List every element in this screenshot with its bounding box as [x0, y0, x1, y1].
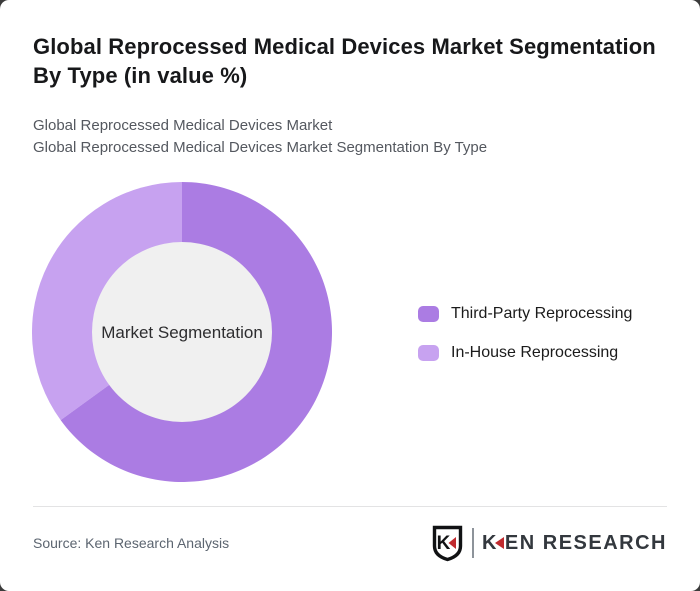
donut-center-label: Market Segmentation: [101, 323, 263, 342]
subtitle-line-1: Global Reprocessed Medical Devices Marke…: [33, 117, 333, 134]
footer-divider: [33, 506, 667, 507]
legend-item-third-party: Third-Party Reprocessing: [418, 305, 632, 323]
donut-chart: Market Segmentation: [32, 182, 332, 482]
header: Global Reprocessed Medical Devices Marke…: [33, 32, 667, 159]
source-text: Source: Ken Research Analysis: [33, 535, 230, 551]
legend-item-in-house: In-House Reprocessing: [418, 344, 632, 362]
legend-label-in-house: In-House Reprocessing: [451, 344, 619, 361]
brand-red-triangle-icon: [494, 537, 504, 549]
ken-research-logo: K K EN RESEARCH: [431, 525, 667, 562]
emblem-red-triangle-icon: [448, 536, 456, 549]
emblem-letter: K: [437, 533, 451, 554]
footer: Source: Ken Research Analysis K K EN RESE…: [33, 522, 667, 564]
subtitle-block: Global Reprocessed Medical Devices Marke…: [33, 115, 667, 159]
subtitle-line-2: Global Reprocessed Medical Devices Marke…: [33, 139, 488, 156]
legend-label-third-party: Third-Party Reprocessing: [451, 305, 633, 322]
brand-first-letter: K: [481, 531, 498, 554]
legend-swatch-in-house: [418, 345, 439, 361]
legend-swatch-third-party: [418, 306, 439, 322]
logo-divider-bar: [471, 528, 474, 558]
donut-chart-svg: Market Segmentation: [32, 182, 332, 482]
brand-rest: EN RESEARCH: [504, 531, 667, 554]
legend: Third-Party Reprocessing In-House Reproc…: [418, 305, 632, 362]
brand-name: K EN RESEARCH: [482, 532, 667, 555]
shield-k-icon: K: [432, 525, 463, 561]
donut-center-circle: [92, 242, 272, 422]
page-title: Global Reprocessed Medical Devices Marke…: [33, 34, 656, 88]
